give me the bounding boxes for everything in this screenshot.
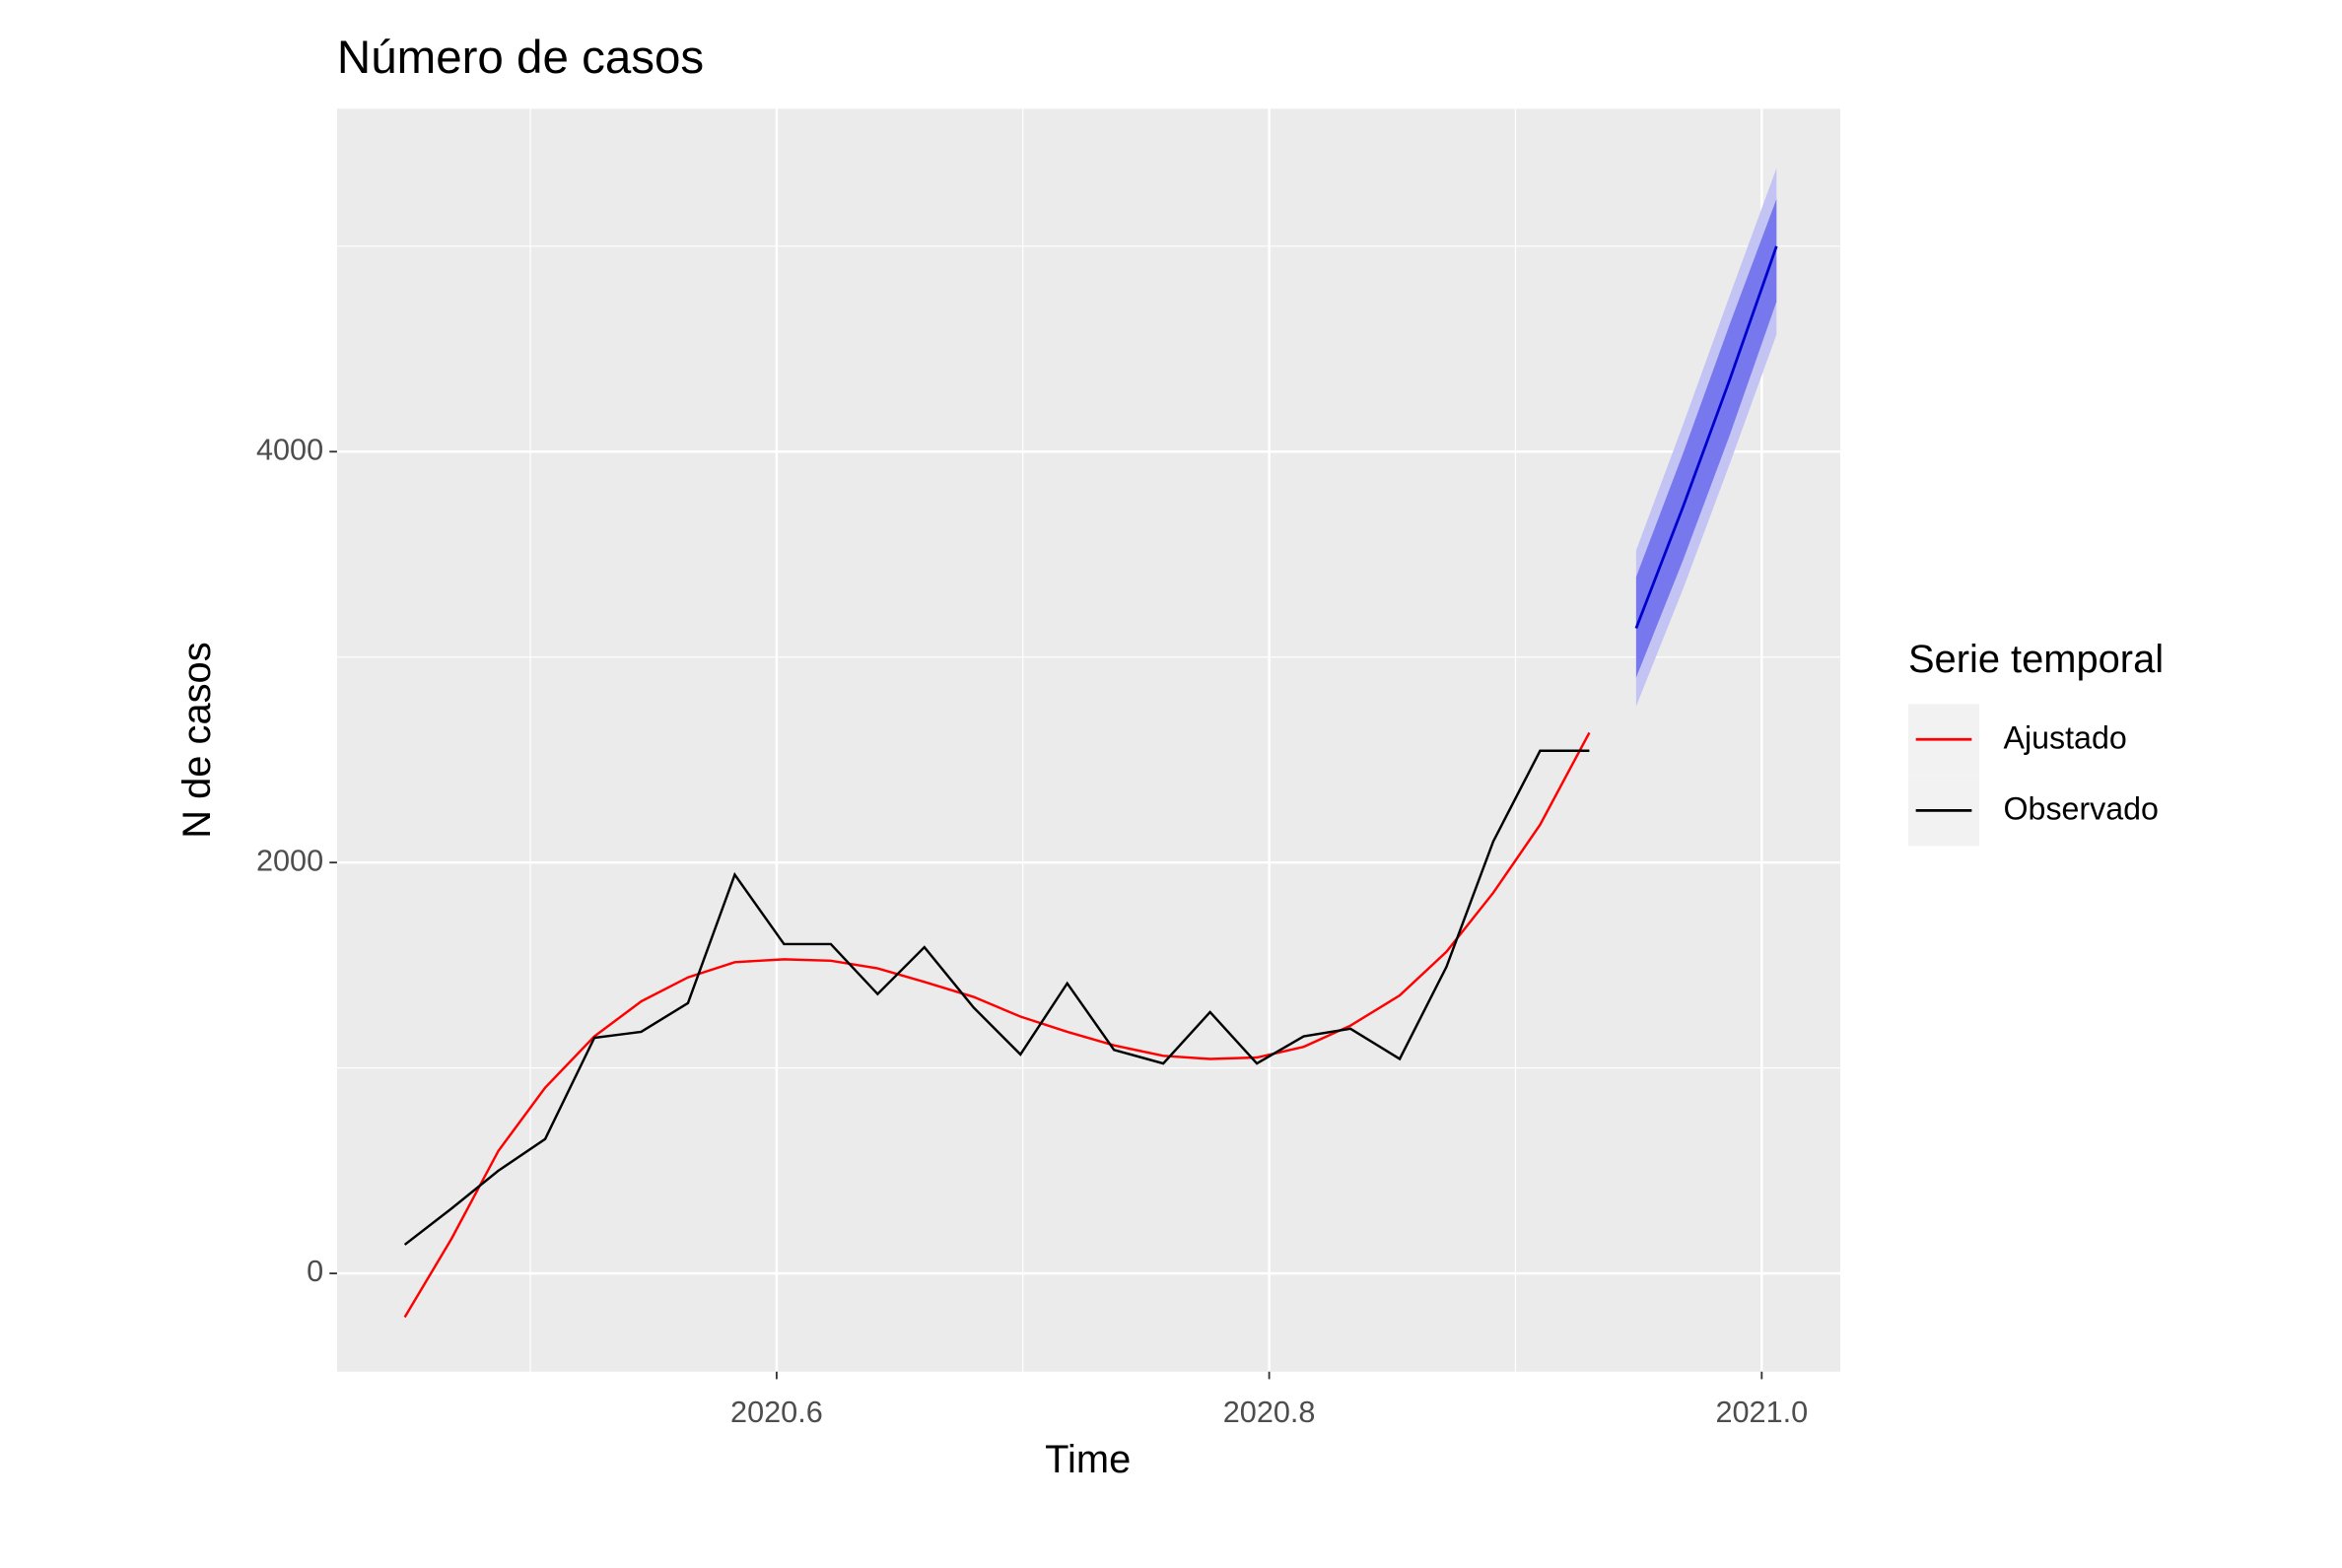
series-line bbox=[403, 731, 1591, 1319]
x-tick-label: 2021.0 bbox=[1715, 1396, 1808, 1429]
chart-title: Número de casos bbox=[337, 32, 704, 84]
y-tick-label: 2000 bbox=[256, 844, 323, 877]
y-tick-label: 4000 bbox=[256, 433, 323, 466]
panel bbox=[336, 108, 1841, 1372]
x-axis-title: Time bbox=[1045, 1438, 1131, 1481]
x-tick-label: 2020.8 bbox=[1223, 1396, 1316, 1429]
forecast-band-80 bbox=[1635, 198, 1777, 678]
y-axis-title: N de casos bbox=[175, 642, 219, 838]
legend-label: Observado bbox=[2004, 791, 2159, 827]
x-tick-label: 2020.6 bbox=[730, 1396, 823, 1429]
y-tick-label: 0 bbox=[307, 1255, 323, 1288]
series-line bbox=[403, 749, 1590, 1246]
legend-label: Ajustado bbox=[2004, 720, 2127, 756]
forecast-line bbox=[1634, 245, 1778, 630]
legend-title: Serie temporal bbox=[1908, 638, 2164, 681]
